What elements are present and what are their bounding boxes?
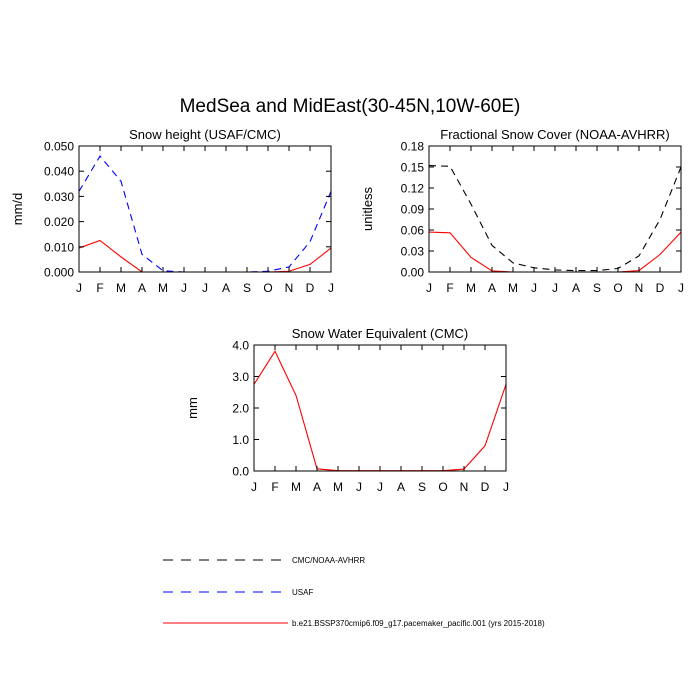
chart-panel-3: Snow Water Equivalent (CMC)mmJ F M A M J J A S O N… (185, 326, 509, 494)
x-tick-label: N (460, 480, 469, 494)
y-tick-label: 0.06 (401, 224, 425, 238)
legend-label: USAF (292, 588, 313, 597)
x-tick-label: A (222, 281, 230, 295)
y-tick-label: 0.00 (401, 266, 425, 280)
chart-panel-1: Snow height (USAF/CMC)mm/dJ F M A M J J A S O N D J0… (10, 127, 334, 295)
x-tick-label: N (285, 281, 294, 295)
legend-label: b.e21.BSSP370cmip6.f09_g17.pacemaker_pac… (292, 619, 545, 628)
chart-panel-2: Fractional Snow Cover (NOAA-AVHRR) unitle… (360, 127, 684, 295)
main-title: MedSea and MidEast(30-45N,10W-60E) (180, 96, 521, 117)
y-axis-label: mm (185, 397, 200, 419)
y-tick-label: 0.12 (401, 182, 425, 196)
x-tick-label: J (426, 281, 432, 295)
x-tick-label: F (96, 281, 103, 295)
plot-frame (253, 344, 507, 472)
x-tick-label: A (313, 480, 321, 494)
x-tick-label: D (656, 281, 665, 295)
x-tick-label: A (397, 480, 405, 494)
x-tick-label: A (572, 281, 580, 295)
x-tick-label: J (181, 281, 187, 295)
y-tick-label: 3.0 (232, 370, 249, 384)
y-axis-label: mm/d (10, 193, 25, 226)
x-tick-label: F (271, 480, 278, 494)
chart-title: Snow Water Equivalent (CMC) (292, 326, 469, 341)
chart-title: Snow height (USAF/CMC) (129, 127, 281, 142)
x-tick-label: J (202, 281, 208, 295)
x-tick-label: M (291, 480, 301, 494)
y-tick-label: 0.010 (44, 240, 74, 254)
legend: CMC/NOAA-AVHRR USAF b.e21.BSSP370cmip6.f09… (163, 556, 545, 628)
x-tick-label: M (116, 281, 126, 295)
y-tick-label: 0.030 (44, 190, 74, 204)
x-tick-label: O (263, 281, 272, 295)
y-tick-label: 0.0 (232, 465, 249, 479)
series-line-2 (253, 350, 507, 472)
chart-title: Fractional Snow Cover (NOAA-AVHRR) (440, 127, 669, 142)
x-tick-label: J (251, 480, 257, 494)
x-tick-label: S (418, 480, 426, 494)
x-tick-label: J (356, 480, 362, 494)
x-tick-label: M (466, 281, 476, 295)
x-tick-label: J (76, 281, 82, 295)
series-line-2 (428, 231, 682, 273)
y-tick-label: 0.15 (401, 161, 425, 175)
y-tick-label: 1.0 (232, 433, 249, 447)
series-line-1 (78, 155, 332, 273)
y-axis-label: unitless (360, 186, 375, 231)
x-tick-label: A (138, 281, 146, 295)
x-tick-label: M (158, 281, 168, 295)
y-tick-label: 0.09 (401, 203, 425, 217)
x-tick-label: F (446, 281, 453, 295)
legend-label: CMC/NOAA-AVHRR (292, 556, 365, 565)
y-tick-label: 0.050 (44, 140, 74, 154)
x-tick-label: D (306, 281, 315, 295)
y-tick-label: 0.000 (44, 266, 74, 280)
series-line-1 (428, 165, 682, 272)
x-tick-label: O (438, 480, 447, 494)
x-tick-label: O (613, 281, 622, 295)
x-tick-label: D (481, 480, 490, 494)
y-tick-label: 0.18 (401, 140, 425, 154)
x-tick-label: A (488, 281, 496, 295)
x-tick-label: J (552, 281, 558, 295)
x-tick-label: J (531, 281, 537, 295)
x-tick-label: J (678, 281, 684, 295)
x-tick-label: N (635, 281, 644, 295)
x-tick-label: M (508, 281, 518, 295)
x-tick-label: S (243, 281, 251, 295)
x-tick-label: S (593, 281, 601, 295)
x-tick-label: J (328, 281, 334, 295)
y-tick-label: 2.0 (232, 402, 249, 416)
y-tick-label: 4.0 (232, 339, 249, 353)
y-tick-label: 0.03 (401, 245, 425, 259)
x-tick-label: J (503, 480, 509, 494)
y-tick-label: 0.040 (44, 165, 74, 179)
y-tick-label: 0.020 (44, 215, 74, 229)
x-tick-label: J (377, 480, 383, 494)
x-tick-label: M (333, 480, 343, 494)
